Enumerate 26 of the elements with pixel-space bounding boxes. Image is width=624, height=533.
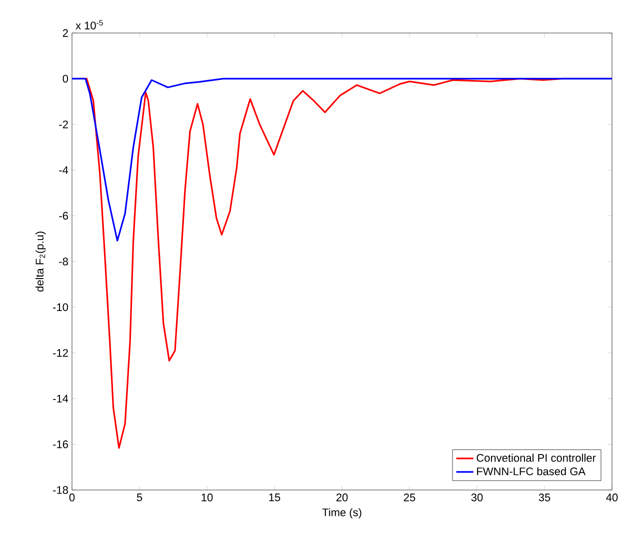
y-tick-label: -14 xyxy=(53,394,68,402)
y-tick-label: -4 xyxy=(59,166,68,174)
y-tick-label: 2 xyxy=(62,29,68,37)
y-axis-title: delta F$_{2}$(p.u) xyxy=(35,232,46,292)
line-series xyxy=(71,78,613,242)
x-tick-label: 15 xyxy=(269,494,280,502)
y-tick-label: 0 xyxy=(62,74,68,83)
y-tick-label: -6 xyxy=(59,212,68,220)
x-tick-label: 10 xyxy=(202,494,213,502)
x-tick-label: 30 xyxy=(471,494,483,502)
y-tick-label: -16 xyxy=(53,440,68,448)
y-tick-label: -12 xyxy=(53,349,68,357)
x-tick-label: 25 xyxy=(404,494,416,502)
x-tick-label: 0 xyxy=(69,494,75,502)
y-tick-label: -8 xyxy=(59,258,68,266)
x-tick-label: 5 xyxy=(136,494,142,502)
x-tick-label: 40 xyxy=(606,494,618,502)
x-tick-label: 20 xyxy=(336,494,348,502)
x-tick-label: 35 xyxy=(538,494,550,502)
y-tick-label: -10 xyxy=(53,303,68,312)
y-tick-label: -18 xyxy=(53,486,68,494)
x-axis-title: Time (s) xyxy=(322,508,362,518)
text: x 10$^{-5}$ xyxy=(76,20,103,30)
legend-label: FWNN-LFC based GA xyxy=(477,467,586,476)
y-tick-label: -2 xyxy=(59,120,68,128)
legend-label: Convetional PI controller xyxy=(476,454,596,462)
